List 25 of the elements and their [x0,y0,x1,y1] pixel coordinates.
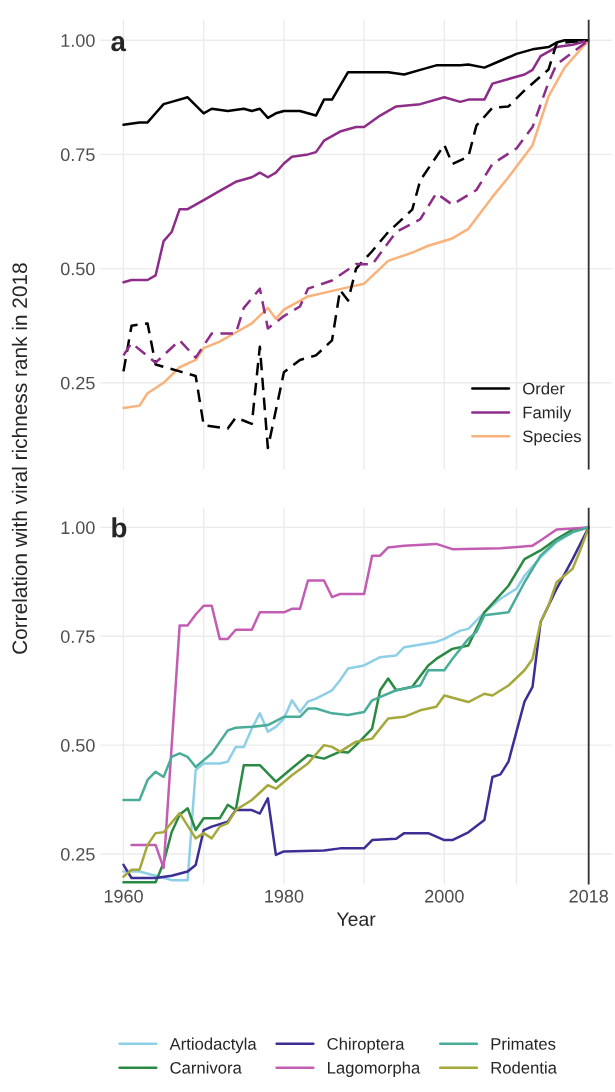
y-tick-label: 0.25 [60,847,95,861]
y-tick-label: 0.25 [60,376,95,390]
y-tick-label: 0.75 [60,148,95,162]
y-tick-label: 1.00 [61,521,95,535]
chart-title: b [112,517,127,538]
x-tick-label: 1980 [265,889,304,903]
legend-label: Carnivora [170,1061,242,1074]
y-tick-label: 0.50 [60,739,95,752]
legend-label: Species [523,430,581,446]
x-tick-label: 2018 [569,889,608,903]
y-tick-label: 0.50 [60,262,95,276]
legend-label: Artiodactyla [169,1037,257,1054]
legend-label: Order [523,382,565,395]
legend-label: Rodentia [491,1061,557,1074]
legend-label: Primates [491,1037,556,1050]
y-tick-label: 1.00 [61,34,95,47]
x-tick-label: 1960 [104,889,143,903]
legend-label: Lagomorpha [328,1061,421,1077]
y-tick-label: 0.75 [60,630,95,643]
x-axis-title: Year [336,912,376,927]
legend-label: Family [523,406,572,422]
legend-label: Chiroptera [327,1037,405,1054]
x-tick-label: 2000 [425,889,464,903]
chart-title: a [111,36,127,52]
y-axis-title: Correlation with viral richness rank in 2018 [11,263,28,654]
